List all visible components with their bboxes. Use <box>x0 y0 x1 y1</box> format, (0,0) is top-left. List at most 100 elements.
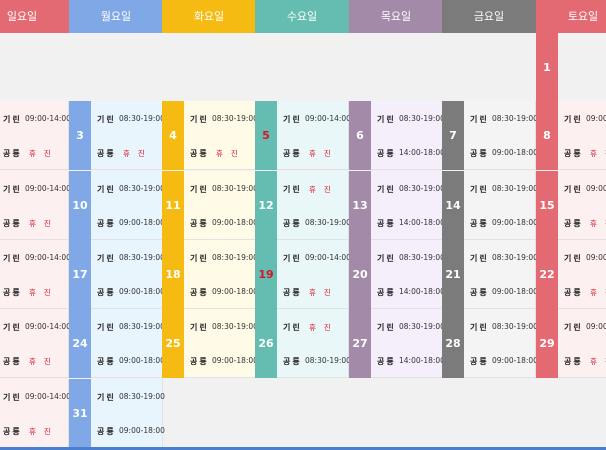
schedule-card[interactable]: 기린 휴진 공룡 08:30-19:00 <box>277 171 351 240</box>
hours-value: 휴진 <box>309 323 339 332</box>
dinosaur-row: 공룡 14:00-18:00 <box>377 148 445 160</box>
giraffe-row: 기린 08:30-19:00 <box>97 392 165 404</box>
hours-value: 08:30-19:00 <box>212 253 258 262</box>
dinosaur-row: 공룡 08:30-19:00 <box>283 218 351 230</box>
giraffe-label: 기린 <box>377 115 396 124</box>
schedule-card[interactable]: 기린 휴진 공룡 08:30-19:00 <box>277 309 351 378</box>
schedule-card[interactable]: 기린 08:30-19:00 공룡 휴진 <box>184 101 258 170</box>
date-number[interactable]: 20 <box>349 240 371 309</box>
date-number[interactable]: 15 <box>536 171 558 240</box>
schedule-card[interactable]: 기린 08:30-19:00 공룡 09:00-18:00 <box>184 171 258 240</box>
date-number[interactable]: 3 <box>69 101 91 170</box>
date-number[interactable]: 13 <box>349 171 371 240</box>
hours-value: 휴진 <box>29 219 59 228</box>
dinosaur-label: 공룡 <box>283 219 302 228</box>
hours-value: 09:00-14:00 <box>586 322 606 331</box>
giraffe-label: 기린 <box>3 185 22 194</box>
weekday-header: 금요일 <box>442 0 536 33</box>
schedule-card[interactable]: 기린 08:30-19:00 공룡 09:00-18:00 <box>464 309 538 378</box>
hours-value: 08:30-19:00 <box>399 322 445 331</box>
giraffe-label: 기린 <box>3 393 22 402</box>
schedule-card[interactable]: 기린 08:30-19:00 공룡 09:00-18:00 <box>464 171 538 240</box>
schedule-card[interactable]: 기린 08:30-19:00 공룡 휴진 <box>91 101 165 170</box>
giraffe-label: 기린 <box>377 323 396 332</box>
weekday-header: 월요일 <box>69 0 163 33</box>
schedule-card[interactable]: 기린 08:30-19:00 공룡 09:00-18:00 <box>91 309 165 378</box>
hours-value: 08:30-19:00 <box>399 114 445 123</box>
date-number[interactable]: 5 <box>255 101 277 170</box>
date-number[interactable]: 26 <box>255 309 277 378</box>
date-number[interactable]: 17 <box>69 240 91 309</box>
dinosaur-row: 공룡 09:00-18:00 <box>97 218 165 230</box>
date-number[interactable]: 24 <box>69 309 91 378</box>
date-number[interactable]: 22 <box>536 240 558 309</box>
schedule-card[interactable]: 기린 08:30-19:00 공룡 09:00-18:00 <box>91 240 165 309</box>
hours-value: 08:30-19:00 <box>492 322 538 331</box>
schedule-card[interactable]: 기린 08:30-19:00 공룡 14:00-18:00 <box>371 240 445 309</box>
schedule-card[interactable]: 기린 08:30-19:00 공룡 09:00-18:00 <box>464 101 538 170</box>
dinosaur-row: 공룡 09:00-18:00 <box>470 218 538 230</box>
date-number[interactable]: 6 <box>349 101 371 170</box>
date-number[interactable]: 8 <box>536 101 558 170</box>
schedule-card[interactable]: 기린 08:30-19:00 공룡 14:00-18:00 <box>371 171 445 240</box>
giraffe-label: 기린 <box>470 323 489 332</box>
date-number[interactable]: 10 <box>69 171 91 240</box>
schedule-card[interactable]: 기린 08:30-19:00 공룡 09:00-18:00 <box>184 309 258 378</box>
date-number[interactable]: 28 <box>442 309 464 378</box>
date-number[interactable]: 11 <box>162 171 184 240</box>
schedule-card[interactable]: 기린 08:30-19:00 공룡 09:00-18:00 <box>184 240 258 309</box>
dinosaur-label: 공룡 <box>97 288 116 297</box>
date-number[interactable]: 21 <box>442 240 464 309</box>
schedule-card[interactable]: 기린 08:30-19:00 공룡 09:00-18:00 <box>91 171 165 240</box>
date-number[interactable]: 29 <box>536 309 558 378</box>
dinosaur-row: 공룡 휴진 <box>283 148 348 160</box>
date-number[interactable]: 4 <box>162 101 184 170</box>
hours-value: 09:00-18:00 <box>119 426 165 435</box>
date-number[interactable]: 19 <box>255 240 277 309</box>
date-number[interactable]: 14 <box>442 171 464 240</box>
hours-value: 08:30-19:00 <box>399 253 445 262</box>
hours-value: 휴진 <box>590 357 606 366</box>
giraffe-row: 기린 08:30-19:00 <box>377 253 445 265</box>
giraffe-label: 기린 <box>97 254 116 263</box>
hours-value: 09:00-18:00 <box>212 287 258 296</box>
schedule-card[interactable]: 기린 08:30-19:00 공룡 09:00-18:00 <box>91 379 165 448</box>
dinosaur-row: 공룡 09:00-18:00 <box>190 356 258 368</box>
date-number[interactable]: 18 <box>162 240 184 309</box>
hours-value: 09:00-18:00 <box>119 356 165 365</box>
weekday-header: 일요일 <box>0 0 69 33</box>
dinosaur-row: 공룡 휴진 <box>564 148 606 160</box>
date-number[interactable]: 1 <box>536 33 558 101</box>
hours-value: 14:00-18:00 <box>399 287 445 296</box>
schedule-card[interactable]: 기린 08:30-19:00 공룡 09:00-18:00 <box>464 240 538 309</box>
date-number[interactable]: 31 <box>69 379 91 448</box>
hours-value: 08:30-19:00 <box>119 184 165 193</box>
schedule-card[interactable]: 기린 08:30-19:00 공룡 14:00-18:00 <box>371 101 445 170</box>
date-number[interactable]: 27 <box>349 309 371 378</box>
date-number[interactable]: 7 <box>442 101 464 170</box>
dinosaur-label: 공룡 <box>564 288 583 297</box>
date-number[interactable]: 12 <box>255 171 277 240</box>
dinosaur-label: 공룡 <box>377 219 396 228</box>
date-number[interactable]: 25 <box>162 309 184 378</box>
schedule-card[interactable]: 기린 08:30-19:00 공룡 14:00-18:00 <box>371 309 445 378</box>
dinosaur-row: 공룡 09:00-18:00 <box>97 356 165 368</box>
dinosaur-row: 공룡 휴진 <box>3 218 68 230</box>
weekday-header: 수요일 <box>255 0 349 33</box>
hours-value: 휴진 <box>123 149 153 158</box>
